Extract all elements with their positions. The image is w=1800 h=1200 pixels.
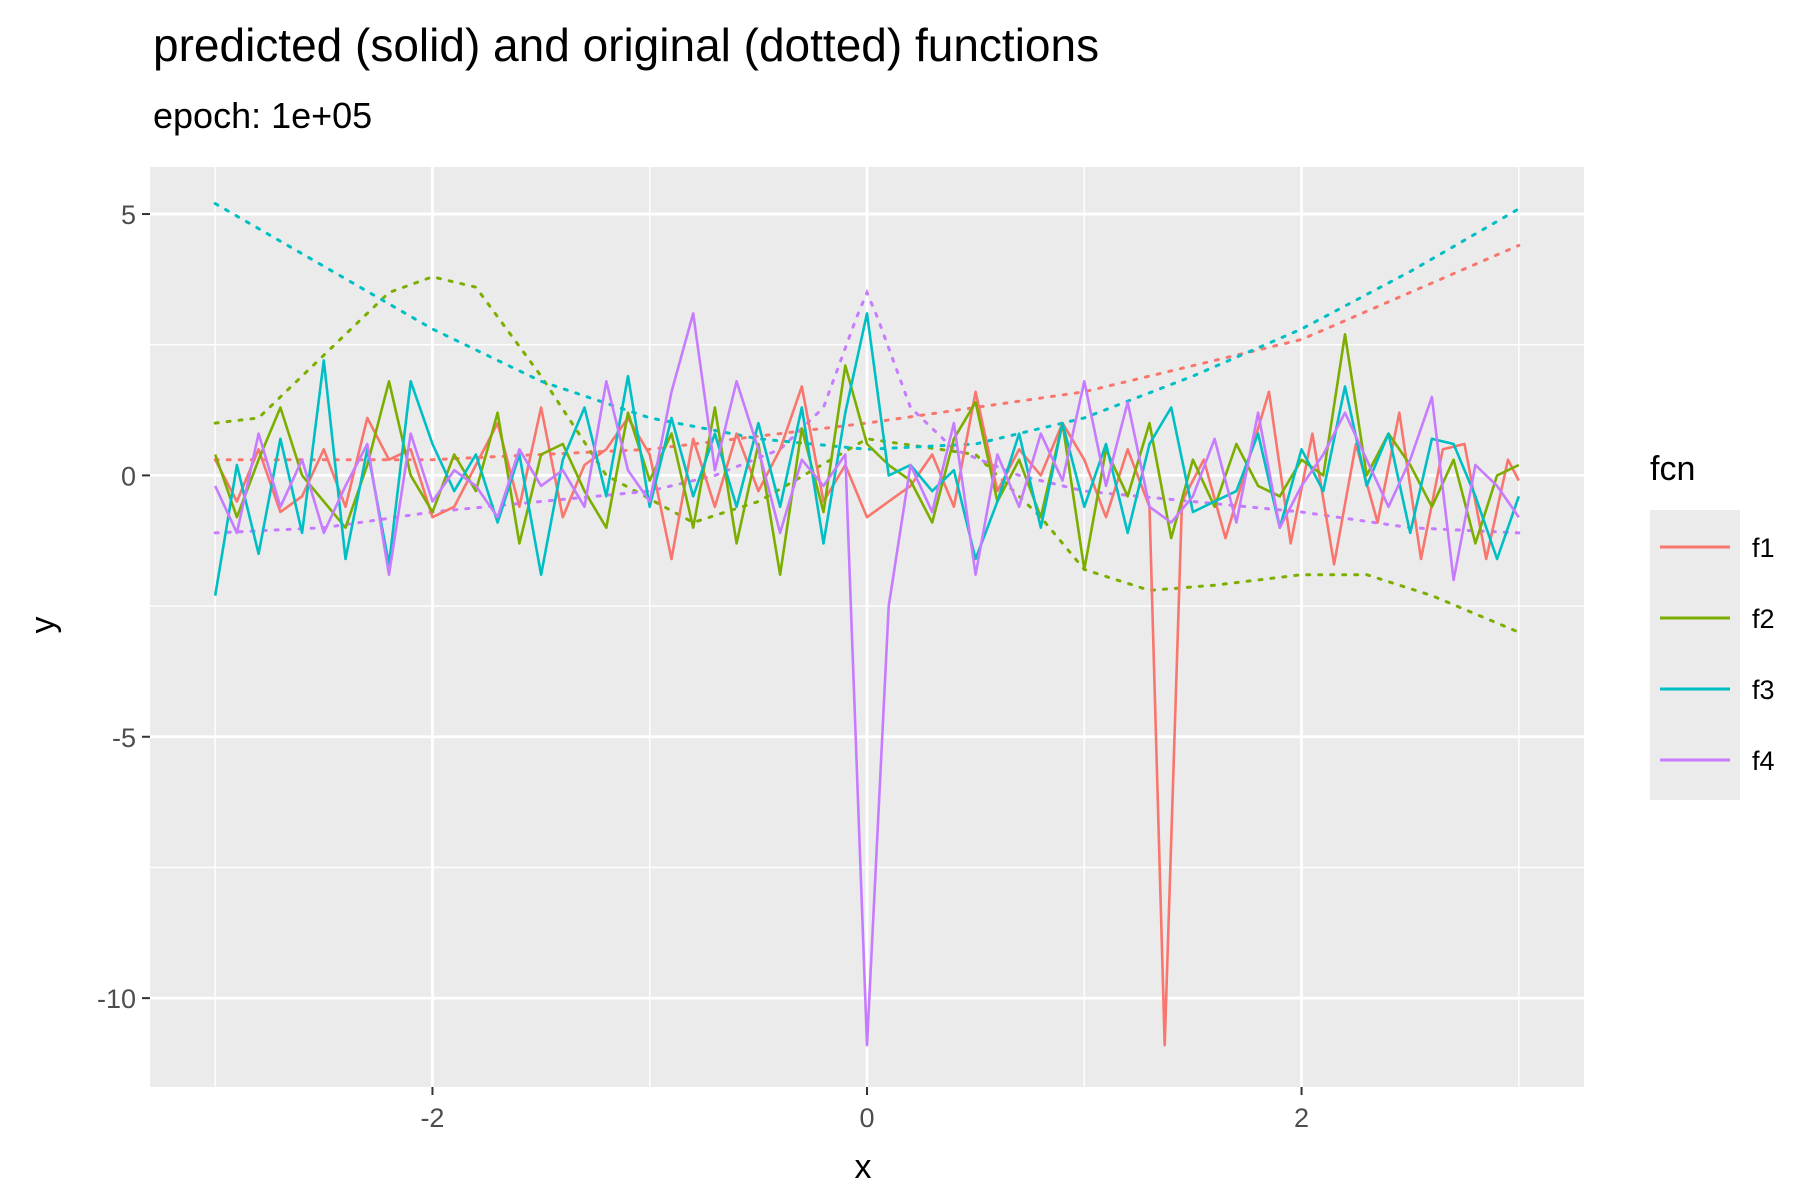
legend-label-f2: f2 <box>1752 604 1775 634</box>
original-line-f3 <box>213 202 1521 451</box>
x-tick-label: -2 <box>420 1103 444 1133</box>
legend-title: fcn <box>1650 450 1695 488</box>
x-tick-label: 2 <box>1294 1103 1309 1133</box>
legend-label-f3: f3 <box>1752 675 1775 705</box>
y-tick-label: 0 <box>121 461 136 491</box>
original-line-f1 <box>213 243 1521 462</box>
chart-subtitle: epoch: 1e+05 <box>153 95 373 136</box>
predicted-line-f2 <box>213 332 1520 577</box>
y-tick-label: 5 <box>121 200 136 230</box>
y-tick-label: -5 <box>112 723 136 753</box>
y-axis-title: y <box>24 617 62 634</box>
legend-label-f4: f4 <box>1752 746 1775 776</box>
x-axis-title: x <box>855 1148 872 1186</box>
original-line-f4 <box>213 288 1521 535</box>
legend-key-box <box>1650 510 1740 800</box>
chart-title: predicted (solid) and original (dotted) … <box>153 19 1100 71</box>
legend-label-f1: f1 <box>1752 533 1775 563</box>
y-tick-label: -10 <box>97 984 136 1014</box>
predicted-line-f1 <box>214 385 1520 1047</box>
original-line-f2 <box>213 275 1521 634</box>
x-tick-label: 0 <box>859 1103 874 1133</box>
predicted-line-f3 <box>213 312 1521 596</box>
predicted-line-f4 <box>214 312 1520 1047</box>
